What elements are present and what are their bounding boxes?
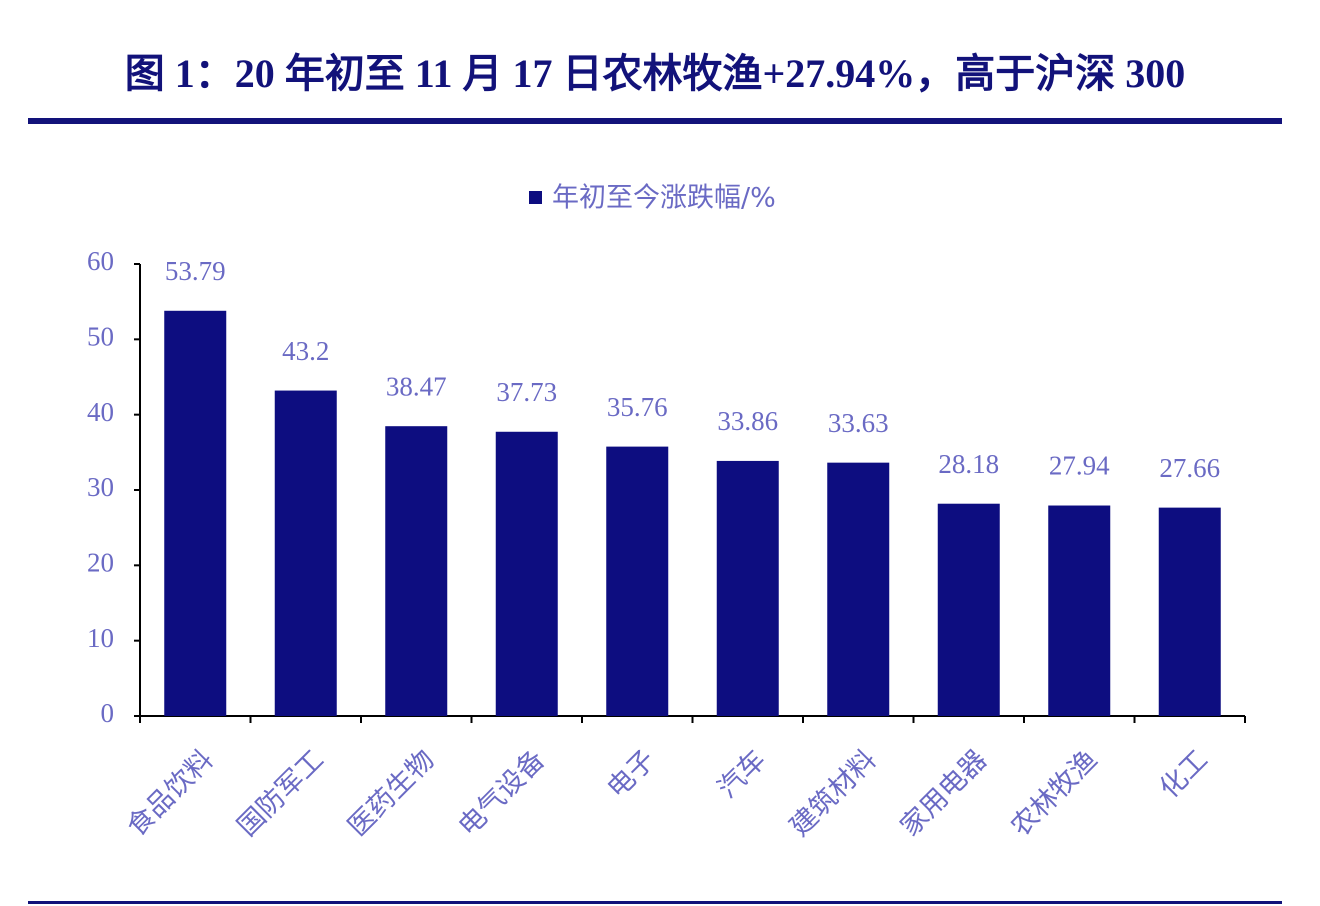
y-tick-label: 40 bbox=[87, 397, 114, 427]
x-tick-label: 农林牧渔 bbox=[1005, 744, 1103, 842]
bar bbox=[164, 310, 227, 716]
value-label: 27.94 bbox=[1049, 451, 1110, 481]
value-label: 35.76 bbox=[607, 392, 668, 422]
value-label: 43.2 bbox=[282, 336, 329, 366]
x-tick-label: 电子 bbox=[601, 744, 661, 804]
bar bbox=[1158, 507, 1221, 716]
x-tick-label: 国防军工 bbox=[232, 744, 330, 842]
value-label: 37.73 bbox=[496, 377, 557, 407]
y-tick-label: 10 bbox=[87, 623, 114, 653]
x-tick-label: 食品饮料 bbox=[121, 744, 219, 842]
x-tick-label: 医药生物 bbox=[342, 744, 440, 842]
chart-title: 图 1：20 年初至 11 月 17 日农林牧渔+27.94%，高于沪深 300 bbox=[125, 51, 1186, 96]
y-tick-label: 20 bbox=[87, 548, 114, 578]
y-tick-label: 0 bbox=[101, 698, 115, 728]
value-label: 38.47 bbox=[386, 371, 447, 401]
value-label: 33.63 bbox=[828, 408, 889, 438]
x-tick-label: 家用电器 bbox=[895, 744, 993, 842]
legend-swatch bbox=[529, 191, 542, 204]
bar bbox=[606, 446, 669, 716]
bar bbox=[274, 390, 337, 716]
bar bbox=[827, 462, 890, 716]
bar bbox=[716, 460, 779, 716]
y-tick-label: 50 bbox=[87, 322, 114, 352]
y-tick-label: 60 bbox=[87, 246, 114, 276]
value-label: 27.66 bbox=[1159, 453, 1220, 483]
x-tick-label: 汽车 bbox=[712, 744, 772, 804]
bar bbox=[385, 426, 448, 716]
legend-label: 年初至今涨跌幅/% bbox=[552, 183, 776, 214]
bar bbox=[495, 431, 558, 716]
x-tick-label: 电气设备 bbox=[453, 744, 551, 842]
x-tick-label: 建筑材料 bbox=[784, 744, 882, 842]
bar bbox=[1048, 505, 1111, 716]
bottom-rule bbox=[28, 901, 1282, 904]
value-label: 28.18 bbox=[938, 449, 999, 479]
value-label: 33.86 bbox=[717, 406, 778, 436]
bar bbox=[937, 503, 1000, 716]
x-tick-label: 化工 bbox=[1154, 744, 1214, 804]
value-label: 53.79 bbox=[165, 256, 226, 286]
title-rule bbox=[28, 118, 1282, 124]
y-tick-label: 30 bbox=[87, 472, 114, 502]
